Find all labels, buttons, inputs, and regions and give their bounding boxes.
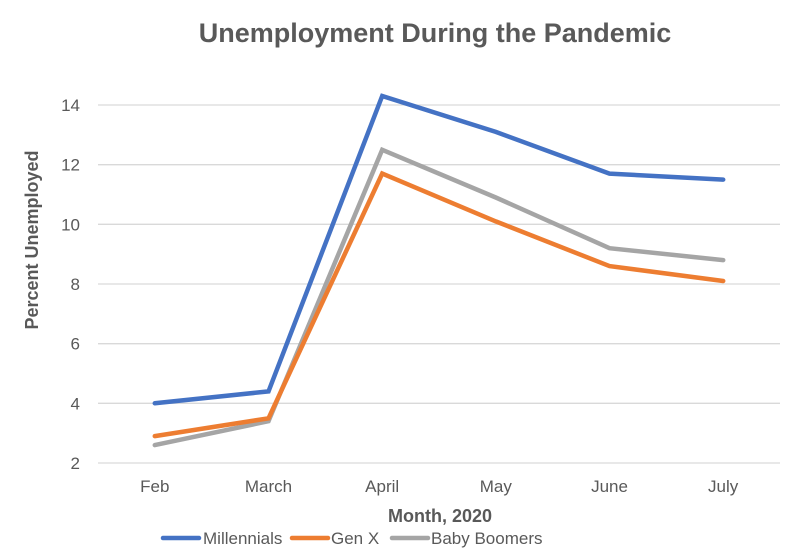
x-axis-title: Month, 2020 bbox=[388, 506, 492, 526]
legend-label: Millennials bbox=[203, 529, 282, 548]
y-axis-ticks: 2 4 6 8 10 12 14 bbox=[61, 96, 80, 473]
series-line-baby-boomers bbox=[152, 146, 726, 448]
legend-label: Gen X bbox=[331, 529, 379, 548]
y-tick-label: 8 bbox=[71, 275, 80, 294]
x-tick-label: April bbox=[365, 477, 399, 496]
x-axis-ticks: Feb March April May June July bbox=[140, 477, 739, 496]
x-tick-label: Feb bbox=[140, 477, 169, 496]
legend-label: Baby Boomers bbox=[431, 529, 543, 548]
y-tick-label: 10 bbox=[61, 215, 80, 234]
y-tick-label: 14 bbox=[61, 96, 80, 115]
gridlines bbox=[98, 104, 780, 464]
series-lines bbox=[152, 93, 726, 448]
y-axis-title: Percent Unemployed bbox=[22, 150, 42, 329]
y-tick-label: 12 bbox=[61, 156, 80, 175]
legend: Millennials Gen X Baby Boomers bbox=[160, 529, 543, 548]
y-tick-label: 4 bbox=[71, 394, 80, 413]
x-tick-label: July bbox=[708, 477, 739, 496]
x-tick-label: June bbox=[591, 477, 628, 496]
x-tick-label: May bbox=[480, 477, 513, 496]
x-tick-label: March bbox=[245, 477, 292, 496]
series-line-millennials bbox=[152, 93, 726, 406]
y-tick-label: 2 bbox=[71, 454, 80, 473]
series-line-gen-x bbox=[152, 170, 726, 439]
chart-title: Unemployment During the Pandemic bbox=[199, 18, 672, 48]
y-tick-label: 6 bbox=[71, 335, 80, 354]
